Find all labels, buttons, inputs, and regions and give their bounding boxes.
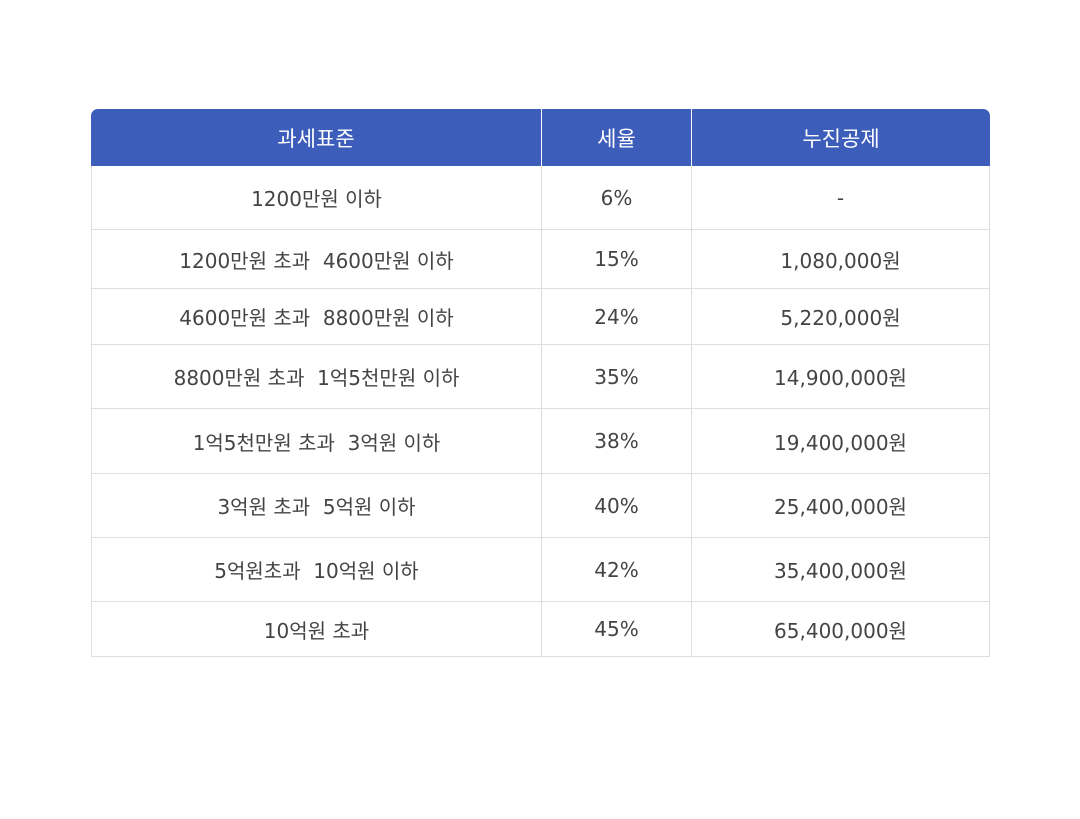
cell-deduction: 25,400,000원 [691, 474, 990, 538]
cell-deduction: 5,220,000원 [691, 289, 990, 345]
cell-tax-rate: 15% [541, 230, 691, 289]
table-row: 3억원 초과 5억원 이하 40% 25,400,000원 [91, 474, 990, 538]
table-row: 10억원 초과 45% 65,400,000원 [91, 602, 990, 657]
cell-tax-base: 4600만원 초과 8800만원 이하 [91, 289, 541, 345]
cell-tax-rate: 6% [541, 166, 691, 230]
cell-tax-base: 1200만원 초과 4600만원 이하 [91, 230, 541, 289]
cell-tax-base: 8800만원 초과 1억5천만원 이하 [91, 345, 541, 409]
header-tax-base: 과세표준 [91, 109, 541, 166]
cell-tax-rate: 45% [541, 602, 691, 657]
table-row: 1억5천만원 초과 3억원 이하 38% 19,400,000원 [91, 409, 990, 474]
header-tax-rate: 세율 [541, 109, 691, 166]
cell-tax-rate: 40% [541, 474, 691, 538]
cell-deduction: 65,400,000원 [691, 602, 990, 657]
cell-tax-base: 10억원 초과 [91, 602, 541, 657]
cell-deduction: 19,400,000원 [691, 409, 990, 474]
tax-rate-table: 과세표준 세율 누진공제 1200만원 이하 6% - 1200만원 초과 46… [91, 109, 990, 657]
cell-deduction: - [691, 166, 990, 230]
cell-deduction: 35,400,000원 [691, 538, 990, 602]
cell-tax-base: 5억원초과 10억원 이하 [91, 538, 541, 602]
table-row: 4600만원 초과 8800만원 이하 24% 5,220,000원 [91, 289, 990, 345]
table-row: 1200만원 초과 4600만원 이하 15% 1,080,000원 [91, 230, 990, 289]
header-progressive-deduction: 누진공제 [691, 109, 990, 166]
cell-deduction: 14,900,000원 [691, 345, 990, 409]
cell-tax-rate: 42% [541, 538, 691, 602]
cell-tax-rate: 38% [541, 409, 691, 474]
table-row: 8800만원 초과 1억5천만원 이하 35% 14,900,000원 [91, 345, 990, 409]
table-header: 과세표준 세율 누진공제 [91, 109, 990, 166]
cell-tax-rate: 35% [541, 345, 691, 409]
cell-tax-base: 1200만원 이하 [91, 166, 541, 230]
cell-tax-base: 1억5천만원 초과 3억원 이하 [91, 409, 541, 474]
table-row: 1200만원 이하 6% - [91, 166, 990, 230]
cell-deduction: 1,080,000원 [691, 230, 990, 289]
header-row: 과세표준 세율 누진공제 [91, 109, 990, 166]
cell-tax-rate: 24% [541, 289, 691, 345]
table-row: 5억원초과 10억원 이하 42% 35,400,000원 [91, 538, 990, 602]
cell-tax-base: 3억원 초과 5억원 이하 [91, 474, 541, 538]
table-body: 1200만원 이하 6% - 1200만원 초과 4600만원 이하 15% 1… [91, 166, 990, 657]
